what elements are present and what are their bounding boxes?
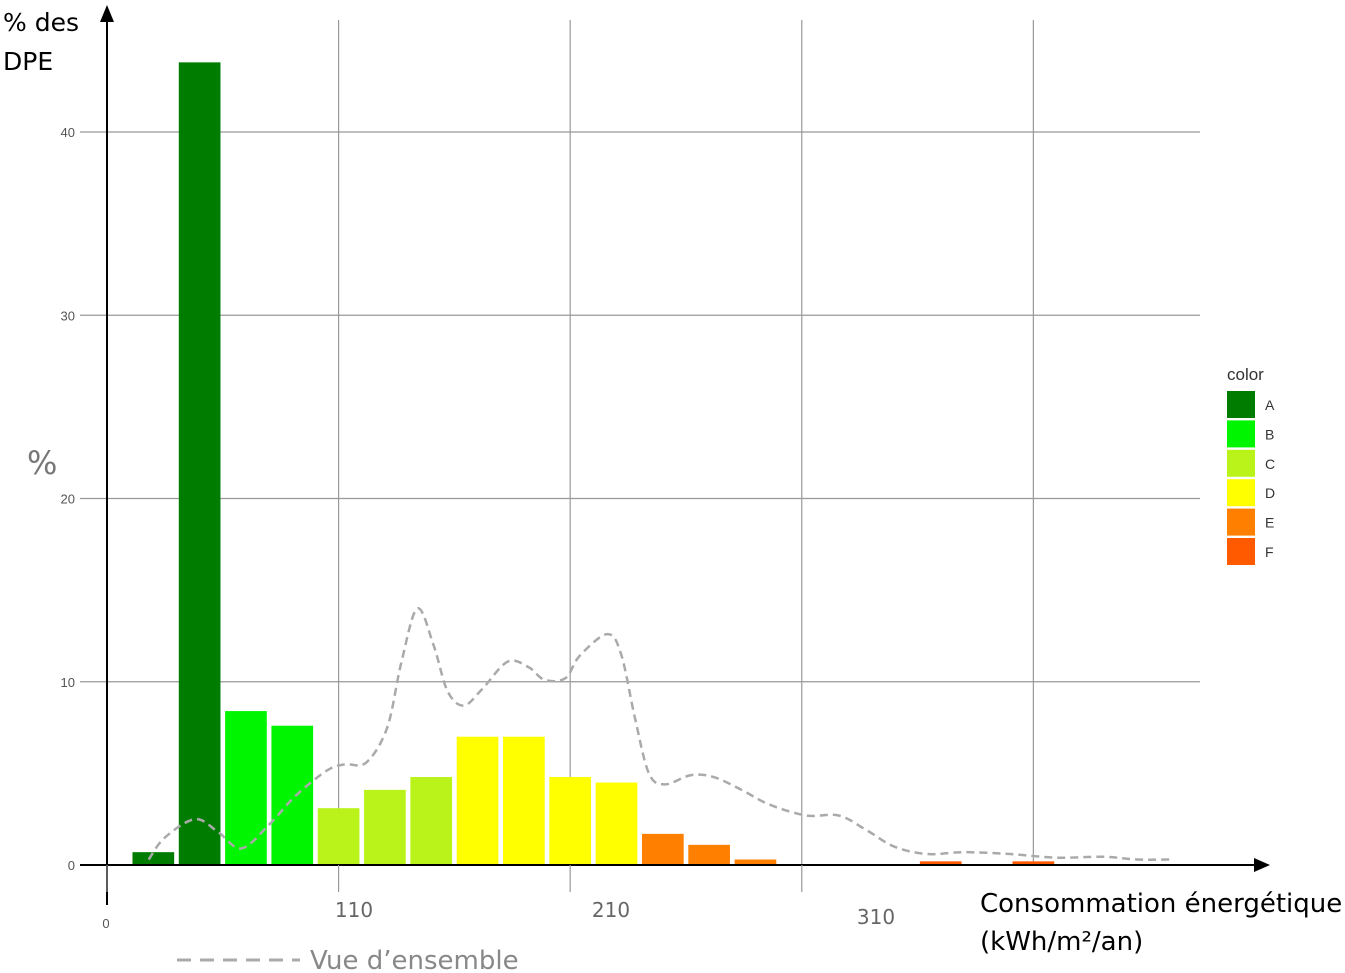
legend-label-C: C (1265, 456, 1275, 472)
overview-caption: Vue d’ensemble (177, 946, 519, 973)
bars (132, 62, 1055, 866)
legend-label-F: F (1265, 544, 1274, 560)
bar-13 (688, 844, 730, 865)
overview-line-layer (147, 607, 1173, 861)
bar-16 (1012, 861, 1055, 865)
legend-label-E: E (1265, 515, 1274, 531)
y-tick-label-10: 10 (61, 675, 75, 690)
grid (80, 20, 1200, 866)
tick-labels: 0 10 20 30 40 0 110 210 310 (61, 125, 896, 931)
legend-swatch-F (1227, 538, 1255, 565)
y-axis-title-line-1: % des (3, 8, 79, 37)
legend-label-B: B (1265, 426, 1274, 442)
x-axis-arrow (1254, 858, 1270, 872)
y-axis-title-line-2: DPE (3, 47, 53, 76)
bar-2 (178, 62, 221, 866)
x-tick-label-110: 110 (335, 898, 373, 922)
legend-title: color (1227, 365, 1264, 384)
x-axis-title-line-2: (kWh/m²/an) (980, 927, 1143, 957)
bar-11 (595, 782, 638, 865)
legend-label-A: A (1265, 397, 1275, 413)
bar-7 (410, 777, 453, 865)
bar-8 (456, 736, 499, 865)
bar-12 (641, 833, 684, 865)
bar-4 (271, 725, 314, 865)
legend-swatch-D (1227, 479, 1255, 507)
bar-5 (317, 808, 360, 865)
legend-swatch-C (1227, 449, 1255, 477)
y-tick-label-0: 0 (68, 858, 75, 873)
bar-14 (734, 859, 777, 865)
x-tick-label-210: 210 (592, 898, 630, 922)
y-axis-percent-label: % (27, 444, 57, 482)
bar-9 (503, 736, 545, 865)
bar-6 (364, 789, 406, 865)
legend-swatch-A (1227, 391, 1255, 418)
y-tick-label-30: 30 (61, 308, 75, 323)
overview-caption-label: Vue d’ensemble (310, 946, 519, 973)
overview-line (147, 607, 1173, 861)
bar-1 (132, 852, 175, 865)
legend-swatch-B (1227, 420, 1255, 448)
y-tick-label-40: 40 (61, 125, 75, 140)
legend-swatch-E (1227, 508, 1255, 536)
legend-label-D: D (1265, 485, 1275, 501)
bar-3 (225, 711, 267, 865)
x-axis-title-line-1: Consommation énergétique (980, 889, 1342, 919)
bar-10 (549, 777, 592, 865)
y-axis-arrow (100, 5, 114, 22)
x-tick-label-310: 310 (857, 905, 895, 929)
x-tick-label-0: 0 (102, 916, 109, 931)
axes (80, 5, 1270, 905)
bar-15 (919, 861, 962, 865)
y-tick-label-20: 20 (61, 492, 75, 507)
